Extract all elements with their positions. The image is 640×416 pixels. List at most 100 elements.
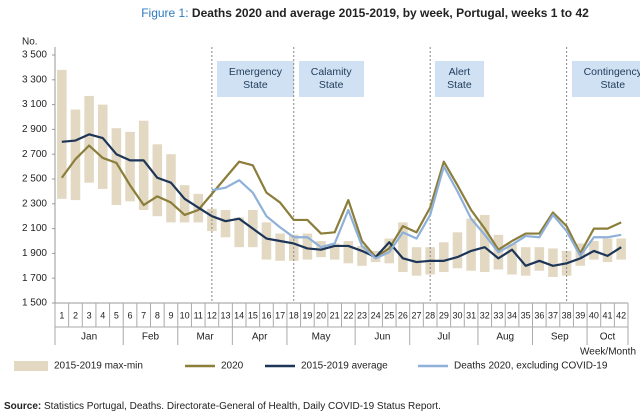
- x-tick-label: 13: [221, 310, 231, 320]
- x-tick-label: 36: [534, 310, 544, 320]
- range-bar: [398, 222, 408, 272]
- x-tick-label: 1: [59, 310, 64, 320]
- period-label: Emergency State: [216, 61, 294, 98]
- range-bar: [602, 238, 613, 263]
- x-tick-label: 11: [194, 310, 203, 320]
- range-bar: [302, 233, 313, 260]
- y-tick-label: 3 500: [22, 50, 47, 61]
- range-bar: [70, 109, 81, 201]
- x-tick-label: 20: [316, 310, 326, 320]
- y-tick-label: 2 100: [22, 223, 47, 234]
- x-tick-label: 37: [548, 310, 558, 320]
- period-box-wrap: Alert State: [435, 61, 484, 98]
- period-box-wrap: Emergency State: [216, 61, 294, 98]
- range-bar: [520, 247, 531, 276]
- month-label: Aug: [496, 332, 514, 343]
- period-label: Contingency State: [571, 61, 640, 98]
- x-tick-label: 21: [330, 310, 340, 320]
- x-tick-label: 34: [507, 310, 517, 320]
- x-tick-label: 35: [521, 310, 531, 320]
- x-tick-label: 22: [343, 310, 353, 320]
- month-label: Jan: [81, 332, 97, 343]
- y-tick-label: 2 700: [22, 149, 47, 160]
- x-tick-label: 17: [275, 310, 285, 320]
- range-bar: [534, 247, 545, 271]
- month-label: Mar: [196, 332, 214, 343]
- chart-title: Figure 1: Deaths 2020 and average 2015-2…: [141, 6, 589, 20]
- range-bar: [57, 69, 67, 199]
- period-label: Calamity State: [298, 61, 364, 98]
- range-bar: [329, 243, 340, 260]
- month-label: Jul: [437, 332, 450, 343]
- period-box-wrap: Contingency State: [571, 61, 640, 98]
- y-tick-label: 1 700: [22, 273, 47, 284]
- range-bar: [616, 238, 626, 260]
- x-tick-label: 41: [603, 310, 613, 320]
- x-axis-label: Week/Month: [580, 347, 636, 358]
- range-bar: [452, 232, 463, 269]
- range-bar: [234, 217, 244, 248]
- range-bar: [439, 242, 449, 272]
- series-line: [61, 133, 622, 267]
- range-bar: [466, 218, 476, 271]
- x-tick-label: 4: [100, 310, 105, 320]
- x-tick-label: 19: [302, 310, 312, 320]
- x-tick-label: 7: [141, 310, 146, 320]
- y-tick-label: 3 100: [22, 99, 47, 110]
- x-tick-label: 2: [73, 310, 78, 320]
- x-tick-label: 27: [412, 310, 422, 320]
- source-note: Source: Statistics Portugal, Deaths. Dir…: [4, 401, 441, 412]
- month-label: Sep: [551, 332, 569, 343]
- range-bar: [97, 104, 108, 189]
- legend-label: Deaths 2020, excluding COVID-19: [454, 361, 608, 372]
- title-text: Deaths 2020 and average 2015-2019, by we…: [192, 6, 589, 20]
- range-bar: [479, 214, 490, 272]
- x-tick-label: 6: [128, 310, 133, 320]
- range-bar: [84, 95, 94, 183]
- x-tick-label: 23: [357, 310, 367, 320]
- x-tick-label: 39: [575, 310, 585, 320]
- y-tick-label: 2 300: [22, 198, 47, 209]
- range-bar: [220, 210, 231, 238]
- month-label: Jun: [374, 332, 390, 343]
- series-line: [211, 165, 622, 260]
- range-bar: [138, 120, 149, 210]
- x-tick-label: 12: [207, 310, 217, 320]
- x-tick-label: 9: [168, 310, 173, 320]
- month-label: Oct: [600, 332, 616, 343]
- range-bar: [125, 131, 135, 202]
- source-text: Statistics Portugal, Deaths. Directorate…: [44, 401, 441, 412]
- y-tick-label: 1 900: [22, 248, 47, 259]
- range-bar: [343, 241, 354, 264]
- x-tick-label: 40: [589, 310, 599, 320]
- y-tick-label: 2 500: [22, 174, 47, 185]
- range-bar: [152, 144, 163, 217]
- y-tick-label: 2 900: [22, 124, 47, 135]
- x-tick-label: 3: [87, 310, 92, 320]
- x-tick-label: 18: [289, 310, 299, 320]
- x-tick-label: 8: [155, 310, 160, 320]
- range-bar: [166, 154, 176, 223]
- period-box-wrap: Calamity State: [298, 61, 364, 98]
- range-bar: [179, 185, 190, 223]
- legend-swatch: [14, 361, 48, 371]
- x-tick-label: 14: [234, 310, 244, 320]
- month-label: Feb: [142, 332, 160, 343]
- x-tick-label: 29: [439, 310, 449, 320]
- y-tick-label: 1 500: [22, 298, 47, 309]
- x-tick-label: 24: [371, 310, 381, 320]
- x-tick-label: 25: [384, 310, 394, 320]
- x-tick-label: 28: [425, 310, 435, 320]
- y-axis-label: No.: [22, 37, 38, 48]
- x-tick-label: 30: [452, 310, 462, 320]
- month-label: May: [312, 332, 331, 343]
- x-tick-label: 16: [261, 310, 271, 320]
- range-bar: [357, 245, 367, 266]
- source-label: Source:: [4, 401, 41, 412]
- x-tick-label: 15: [248, 310, 258, 320]
- x-tick-label: 26: [398, 310, 408, 320]
- series-line: [60, 144, 622, 259]
- range-bar: [548, 248, 558, 277]
- x-tick-label: 33: [493, 310, 503, 320]
- range-bar: [111, 128, 122, 206]
